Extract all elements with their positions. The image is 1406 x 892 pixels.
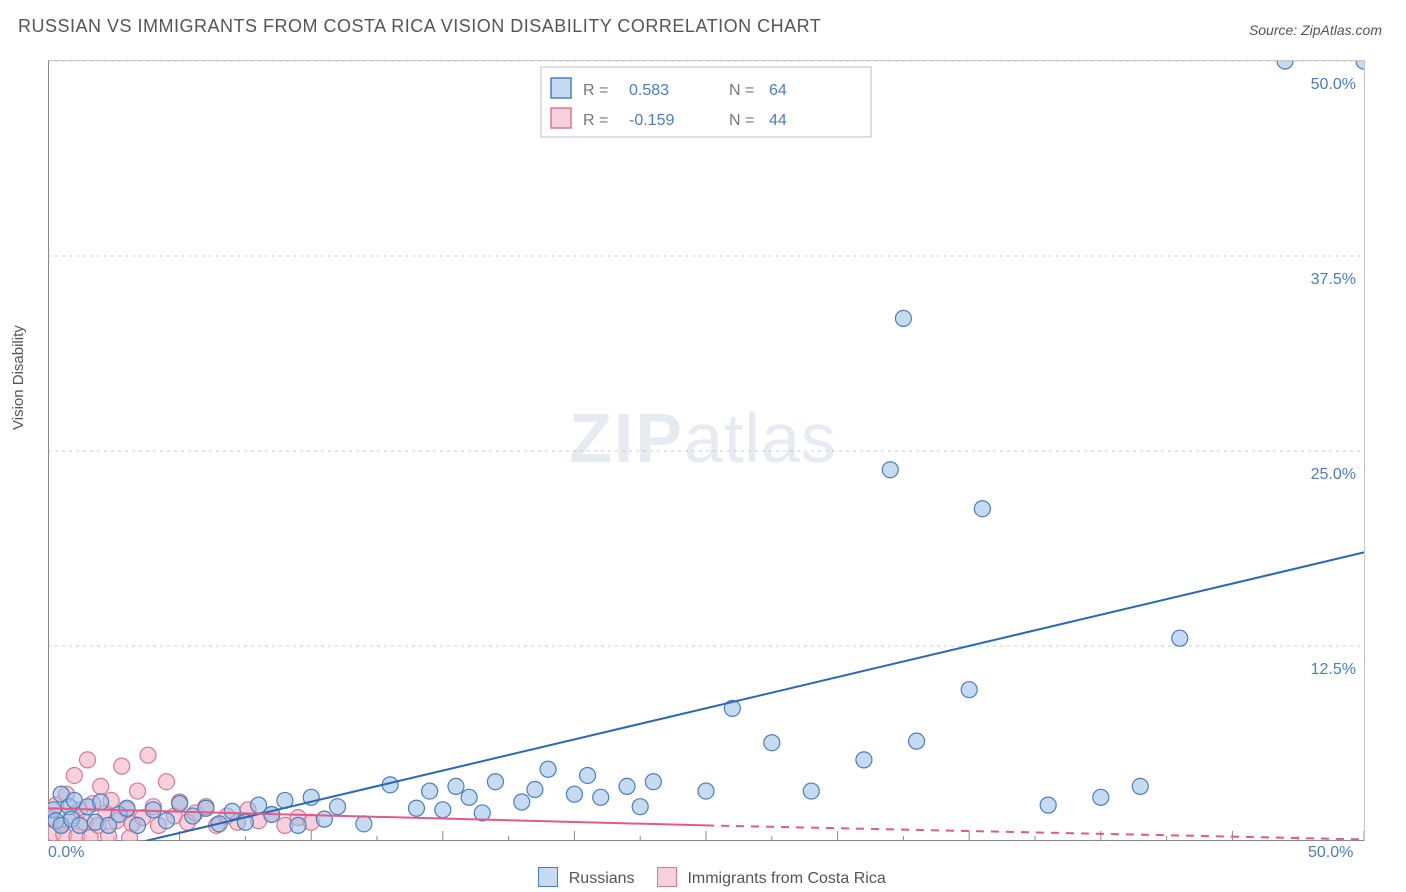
- scatter-plot: 12.5% 25.0% 37.5% 50.0% R = 0.583 N = 64 R = -…: [48, 60, 1365, 841]
- svg-text:R =: R =: [583, 82, 608, 99]
- y-axis-label: Vision Disability: [10, 325, 27, 430]
- svg-text:50.0%: 50.0%: [1311, 76, 1356, 93]
- svg-text:25.0%: 25.0%: [1311, 466, 1356, 483]
- svg-text:-0.159: -0.159: [629, 112, 674, 129]
- legend-label-russians: Russians: [569, 870, 635, 887]
- chart-container: RUSSIAN VS IMMIGRANTS FROM COSTA RICA VI…: [0, 0, 1406, 892]
- svg-text:N =: N =: [729, 82, 754, 99]
- svg-text:N =: N =: [729, 112, 754, 129]
- svg-text:R =: R =: [583, 112, 608, 129]
- x-axis-min-label: 0.0%: [48, 844, 84, 862]
- legend-swatch-russians: [538, 867, 558, 887]
- legend-swatch-costa-rica: [657, 867, 677, 887]
- svg-text:44: 44: [769, 112, 787, 129]
- x-axis-max-label: 50.0%: [1308, 844, 1353, 862]
- legend-label-costa-rica: Immigrants from Costa Rica: [687, 870, 885, 887]
- svg-text:12.5%: 12.5%: [1311, 661, 1356, 678]
- bottom-legend: Russians Immigrants from Costa Rica: [0, 867, 1406, 888]
- chart-title: RUSSIAN VS IMMIGRANTS FROM COSTA RICA VI…: [18, 16, 821, 37]
- svg-text:0.583: 0.583: [629, 82, 669, 99]
- svg-text:37.5%: 37.5%: [1311, 271, 1356, 288]
- svg-text:64: 64: [769, 82, 787, 99]
- source-attribution: Source: ZipAtlas.com: [1249, 22, 1382, 38]
